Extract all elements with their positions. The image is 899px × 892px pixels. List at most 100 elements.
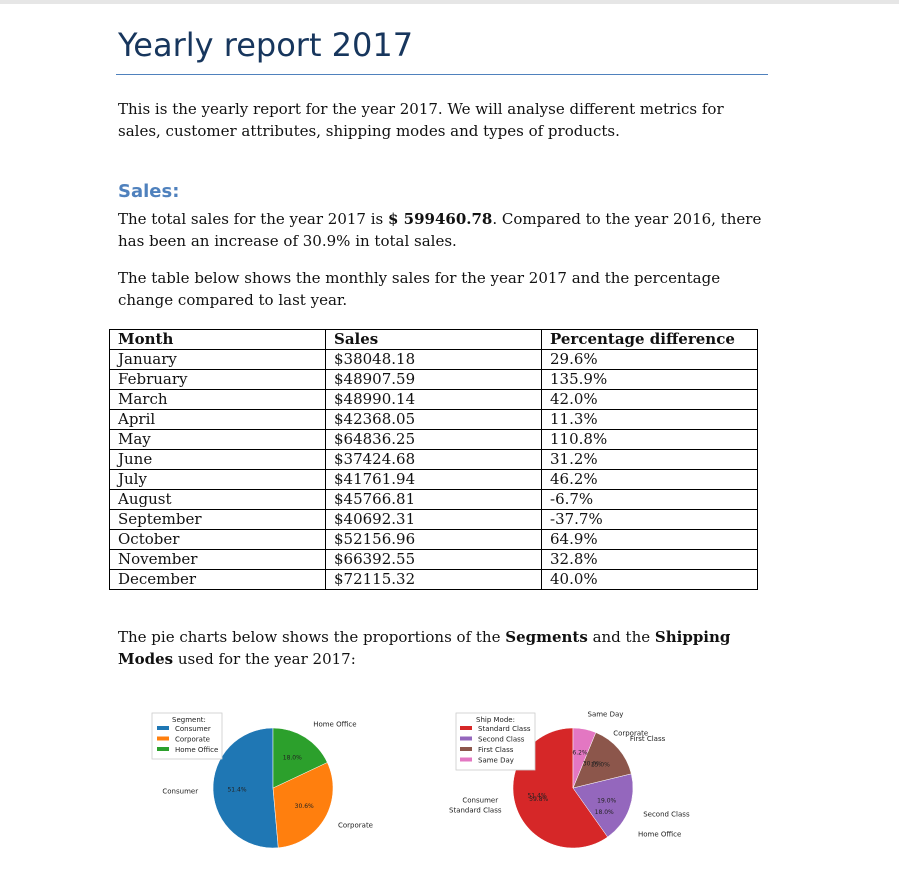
cell-percentage: 42.0% bbox=[541, 389, 758, 410]
cell-month: November bbox=[109, 549, 326, 570]
ship-mode-legend-swatch bbox=[460, 757, 472, 762]
table-intro-paragraph: The table below shows the monthly sales … bbox=[118, 269, 721, 309]
ship-mode-percent-label: 15.0% bbox=[591, 762, 610, 769]
ship-mode-legend-label: Same Day bbox=[478, 757, 514, 765]
cell-month: December bbox=[109, 569, 326, 590]
ship-mode-overlay-percent: 30.6% bbox=[583, 761, 602, 768]
segment-slice-label: Corporate bbox=[338, 821, 373, 829]
header-percentage-difference: Percentage difference bbox=[541, 329, 758, 350]
segment-legend: Segment: Consumer Corporate Home Office bbox=[151, 712, 223, 760]
cell-percentage: 32.8% bbox=[541, 549, 758, 570]
pie-intro-text-3: used for the year 2017: bbox=[173, 650, 356, 668]
title-underline bbox=[116, 74, 768, 75]
pie-intro-shipping-modes: Shipping Modes bbox=[118, 628, 731, 668]
ship-mode-legend-label: First Class bbox=[478, 746, 514, 754]
pie-intro-text-2: and the bbox=[587, 628, 655, 646]
cell-sales: $42368.05 bbox=[325, 409, 542, 430]
table-row: May $64836.25 110.8% bbox=[109, 429, 758, 450]
ship-mode-overlay-label: Consumer bbox=[462, 796, 498, 804]
pie-intro-paragraph: The pie charts below shows the proportio… bbox=[118, 626, 768, 670]
ship-mode-overlay-percent: 18.0% bbox=[595, 809, 614, 816]
ship-mode-legend-title: Ship Mode: bbox=[476, 716, 515, 724]
ship-mode-legend: Ship Mode: Standard Class Second Class Fir… bbox=[455, 712, 536, 771]
segment-slice-label: Consumer bbox=[162, 787, 198, 795]
cell-month: May bbox=[109, 429, 326, 450]
ship-mode-legend-swatch bbox=[460, 726, 472, 730]
total-sales-prefix: The total sales for the year 2017 is bbox=[118, 210, 388, 228]
cell-sales: $40692.31 bbox=[325, 509, 542, 530]
monthly-sales-table: Month Sales Percentage difference Januar… bbox=[109, 329, 758, 590]
segment-percent-label: 51.4% bbox=[227, 787, 246, 794]
ship-mode-overlay-percent: 51.4% bbox=[527, 793, 546, 800]
total-sales-suffix: . Compared to the year 2016, there has b… bbox=[118, 210, 762, 250]
ship-mode-percent-label: 59.8% bbox=[529, 796, 548, 803]
cell-sales: $48907.59 bbox=[325, 369, 542, 390]
ship-mode-overlay-label: Corporate bbox=[613, 730, 648, 738]
cell-sales: $66392.55 bbox=[325, 549, 542, 570]
segment-legend-label: Consumer bbox=[175, 725, 211, 733]
table-header-row: Month Sales Percentage difference bbox=[109, 329, 758, 350]
cell-percentage: -6.7% bbox=[541, 489, 758, 510]
table-row: June $37424.68 31.2% bbox=[109, 449, 758, 470]
cell-sales: $37424.68 bbox=[325, 449, 542, 470]
cell-month: June bbox=[109, 449, 326, 470]
segment-legend-swatch bbox=[157, 736, 169, 741]
cell-month: April bbox=[109, 409, 326, 430]
ship-mode-overlay-label: Home Office bbox=[638, 830, 681, 838]
table-row: August $45766.81 -6.7% bbox=[109, 489, 758, 510]
cell-month: July bbox=[109, 469, 326, 490]
page-top-border bbox=[0, 0, 899, 4]
cell-percentage: 46.2% bbox=[541, 469, 758, 490]
intro-paragraph: This is the yearly report for the year 2… bbox=[118, 100, 724, 140]
cell-sales: $45766.81 bbox=[325, 489, 542, 510]
ship-mode-slice-standard-class bbox=[512, 727, 608, 849]
ship-mode-percent-label: 19.0% bbox=[597, 798, 616, 805]
sales-heading: Sales: bbox=[118, 181, 180, 202]
segment-legend-swatch bbox=[157, 747, 169, 751]
segment-percent-label: 18.0% bbox=[283, 755, 302, 762]
cell-percentage: 29.6% bbox=[541, 349, 758, 370]
cell-sales: $52156.96 bbox=[325, 529, 542, 550]
report-title: Yearly report 2017 bbox=[118, 26, 414, 64]
cell-month: February bbox=[109, 369, 326, 390]
segment-legend-title: Segment: bbox=[172, 716, 206, 724]
ship-mode-legend-label: Second Class bbox=[478, 736, 525, 744]
header-sales: Sales bbox=[325, 329, 542, 350]
total-sales-paragraph: The total sales for the year 2017 is $ 5… bbox=[118, 208, 768, 252]
cell-percentage: 64.9% bbox=[541, 529, 758, 550]
segment-slice-home-office bbox=[272, 727, 328, 789]
cell-percentage: 11.3% bbox=[541, 409, 758, 430]
cell-percentage: 110.8% bbox=[541, 429, 758, 450]
cell-month: August bbox=[109, 489, 326, 510]
ship-mode-slice-first-class bbox=[572, 732, 632, 789]
cell-month: September bbox=[109, 509, 326, 530]
ship-mode-slice-label: Same Day bbox=[588, 710, 624, 718]
cell-percentage: -37.7% bbox=[541, 509, 758, 530]
segment-percent-label: 30.6% bbox=[295, 803, 314, 810]
pie-intro-text-1: The pie charts below shows the proportio… bbox=[118, 628, 506, 646]
segment-legend-label: Corporate bbox=[175, 736, 210, 744]
cell-percentage: 40.0% bbox=[541, 569, 758, 590]
ship-mode-pie-chart bbox=[512, 727, 634, 849]
ship-mode-slice-label: Second Class bbox=[643, 810, 690, 818]
cell-sales: $48990.14 bbox=[325, 389, 542, 410]
table-row: October $52156.96 64.9% bbox=[109, 529, 758, 550]
ship-mode-slice-second-class bbox=[572, 773, 634, 838]
ship-mode-legend-swatch bbox=[460, 736, 472, 741]
cell-sales: $64836.25 bbox=[325, 429, 542, 450]
table-row: September $40692.31 -37.7% bbox=[109, 509, 758, 530]
cell-month: January bbox=[109, 349, 326, 370]
pie-charts-figure: Segment: Consumer Corporate Home Office Co… bbox=[151, 710, 690, 849]
cell-month: March bbox=[109, 389, 326, 410]
ship-mode-slice-label: First Class bbox=[630, 735, 666, 743]
cell-sales: $41761.94 bbox=[325, 469, 542, 490]
table-row: January $38048.18 29.6% bbox=[109, 349, 758, 370]
table-row: April $42368.05 11.3% bbox=[109, 409, 758, 430]
table-row: March $48990.14 42.0% bbox=[109, 389, 758, 410]
segment-legend-box bbox=[151, 712, 223, 760]
ship-mode-slice-label: Standard Class bbox=[449, 807, 502, 815]
segment-legend-label: Home Office bbox=[175, 746, 218, 754]
segment-slice-consumer bbox=[212, 727, 279, 849]
segment-slice-label: Home Office bbox=[313, 721, 356, 729]
ship-mode-legend-label: Standard Class bbox=[478, 725, 531, 733]
